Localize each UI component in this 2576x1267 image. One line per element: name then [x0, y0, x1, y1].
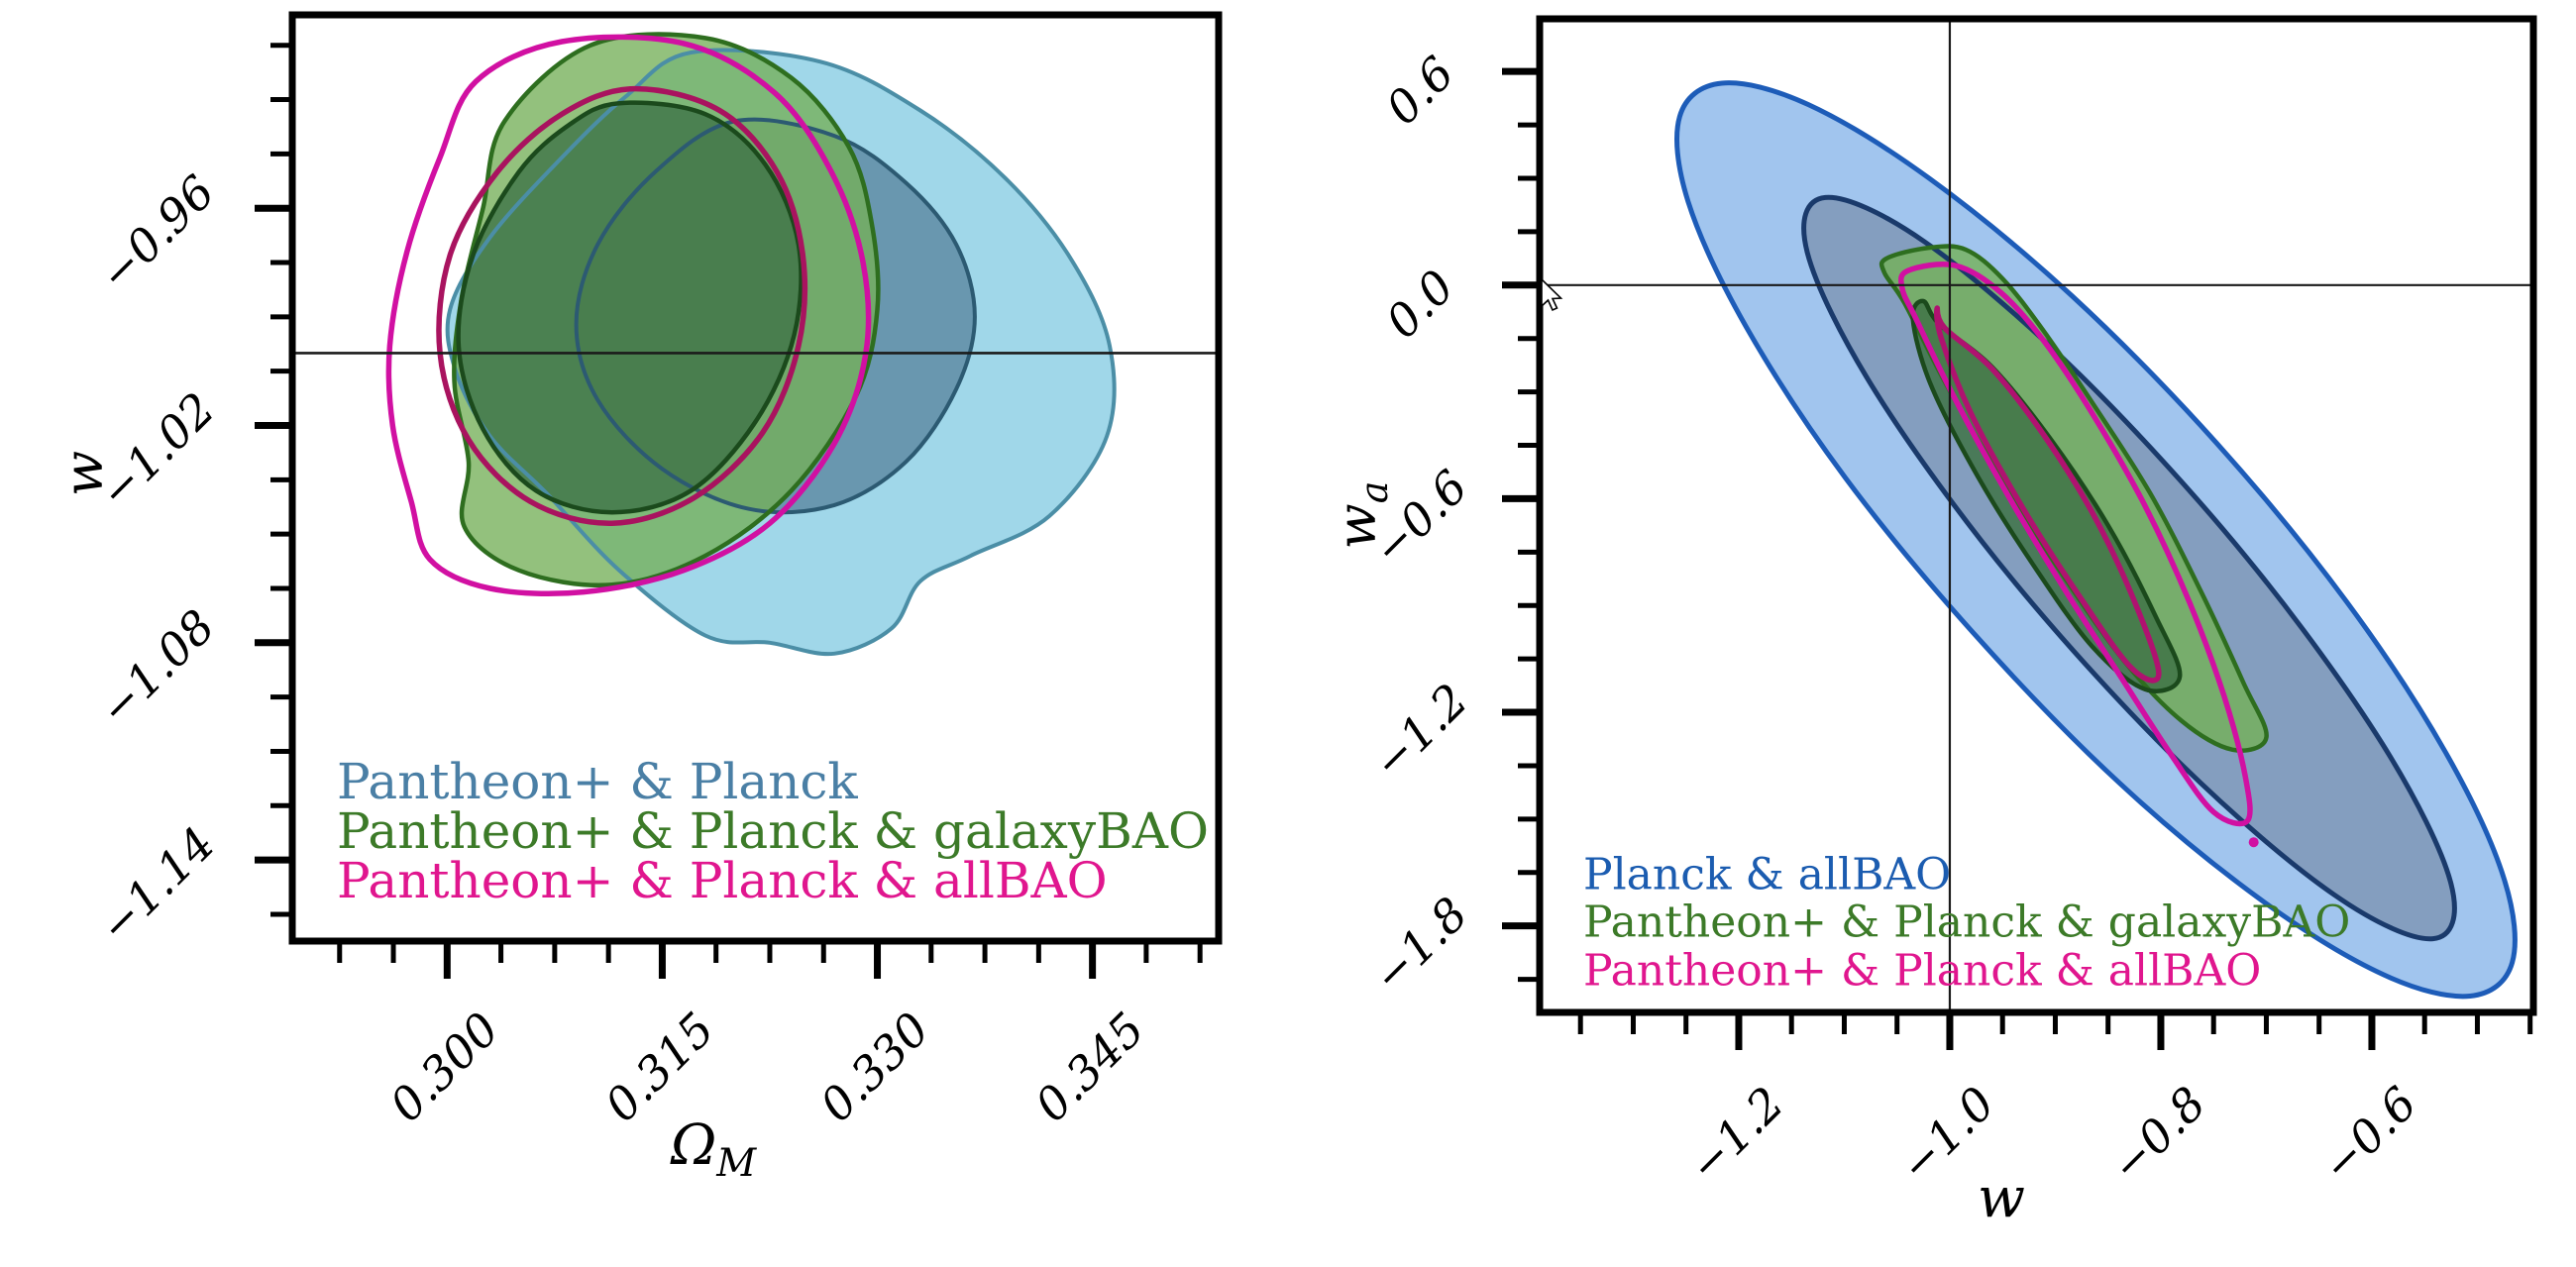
contour-2sigma-series-0	[445, 48, 1117, 657]
contour-2sigma-series-2	[385, 34, 872, 597]
plot-area	[385, 32, 1117, 657]
axis-labels: ΩM w	[53, 451, 757, 1186]
y-axis-label: w	[53, 451, 115, 496]
contour-1sigma-series-0	[1801, 194, 2457, 942]
axis-labels: w wa	[1326, 481, 2025, 1230]
panel-w-wa: −1.2 −1.0 −0.8 −0.60.60.0−0.6−1.2−1.8wwaPla…	[1326, 15, 2537, 1230]
y-tick-label: 0.6	[1375, 46, 1464, 135]
contour-fills	[1676, 82, 2516, 997]
legend-entry-1: Pantheon+ & Planck & galaxyBAO	[1583, 897, 2350, 948]
y-tick-label: −1.08	[88, 599, 225, 736]
contour-1sigma-series-0	[574, 117, 977, 515]
x-axis-label: w	[1978, 1166, 2025, 1230]
y-tick-label: −1.14	[88, 816, 225, 953]
y-tick-label: 0.0	[1375, 260, 1464, 349]
panel-omegam-w: 0.300 0.315 0.330 0.345−0.96−1.02−1.08−1.14…	[53, 11, 1223, 1186]
fill-1sigma-series-1	[1912, 300, 2181, 691]
y-tick-label: −0.96	[88, 164, 225, 301]
y-tick-label: −1.02	[88, 382, 225, 519]
x-tick-label: 0.330	[809, 1003, 939, 1132]
contour-fills	[447, 34, 1115, 655]
contour-edges	[385, 32, 1117, 657]
x-tick-label: 0.300	[379, 1003, 509, 1132]
contour-2sigma-series-2	[1897, 262, 2253, 827]
contour-tail-dot	[2248, 837, 2259, 848]
contour-1sigma-series-2	[1934, 305, 2162, 684]
legend-entry-2: Pantheon+ & Planck & allBAO	[1583, 946, 2261, 997]
legend-entry-1: Pantheon+ & Planck & galaxyBAO	[337, 802, 1209, 860]
y-axis-label: wa	[1326, 481, 1396, 550]
legend-entry-0: Planck & allBAO	[1583, 850, 1951, 900]
x-tick-label: −1.2	[1678, 1077, 1794, 1193]
legend-entry-2: Pantheon+ & Planck & allBAO	[337, 852, 1108, 909]
x-tick-label: −0.8	[2100, 1077, 2216, 1193]
contour-2sigma-series-0	[1674, 80, 2518, 1000]
contour-1sigma-series-2	[436, 85, 808, 526]
ticks	[255, 43, 1203, 979]
x-tick-label: 0.345	[1024, 1003, 1154, 1132]
plot-spines	[1536, 15, 2537, 1016]
y-tick-label: −1.2	[1362, 674, 1478, 790]
x-tick-label: −0.6	[2311, 1077, 2427, 1193]
ticks	[1502, 67, 2533, 1050]
contour-1sigma-series-1	[456, 100, 804, 515]
fill-1sigma-series-1	[458, 102, 802, 513]
x-axis-label: ΩM	[670, 1113, 757, 1186]
legend-entry-0: Pantheon+ & Planck	[337, 753, 858, 810]
mouse-cursor-icon	[1541, 277, 1563, 312]
y-tick-label: −1.8	[1362, 887, 1478, 1003]
